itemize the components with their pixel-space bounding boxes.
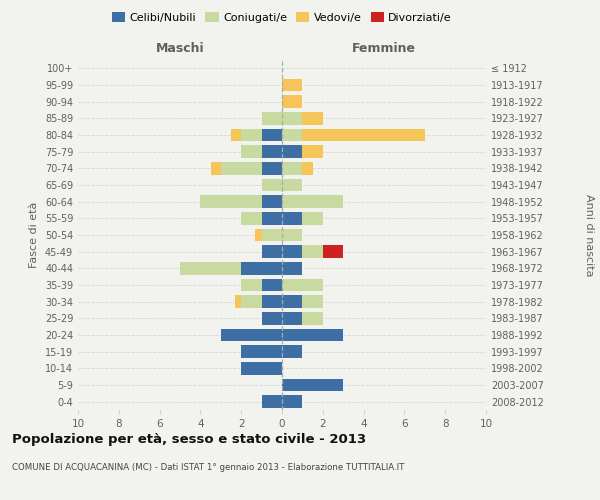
Text: Maschi: Maschi [155, 42, 205, 55]
Bar [302, 212, 323, 224]
Bar [221, 162, 262, 174]
Bar [262, 296, 282, 308]
Bar [241, 129, 262, 141]
Bar [302, 112, 323, 124]
Bar [262, 212, 282, 224]
Bar [302, 129, 425, 141]
Bar [241, 146, 262, 158]
Bar [282, 179, 302, 192]
Text: Femmine: Femmine [352, 42, 416, 55]
Bar [302, 146, 323, 158]
Bar [302, 296, 323, 308]
Bar [221, 329, 282, 341]
Bar [262, 196, 282, 208]
Bar [262, 229, 282, 241]
Bar [282, 129, 302, 141]
Bar [282, 229, 302, 241]
Bar [302, 162, 313, 174]
Bar [262, 179, 282, 192]
Bar [180, 262, 241, 274]
Bar [282, 146, 302, 158]
Bar [241, 362, 282, 374]
Bar [282, 296, 302, 308]
Bar [241, 279, 262, 291]
Bar [262, 246, 282, 258]
Bar [282, 246, 302, 258]
Bar [282, 96, 302, 108]
Text: COMUNE DI ACQUACANINA (MC) - Dati ISTAT 1° gennaio 2013 - Elaborazione TUTTITALI: COMUNE DI ACQUACANINA (MC) - Dati ISTAT … [12, 462, 404, 471]
Bar [211, 162, 221, 174]
Bar [323, 246, 343, 258]
Bar [282, 196, 343, 208]
Bar [256, 229, 262, 241]
Bar [282, 396, 302, 408]
Bar [241, 296, 262, 308]
Bar [282, 212, 302, 224]
Bar [262, 146, 282, 158]
Bar [282, 346, 302, 358]
Bar [241, 262, 282, 274]
Bar [262, 396, 282, 408]
Bar [262, 112, 282, 124]
Text: Anni di nascita: Anni di nascita [584, 194, 594, 276]
Bar [241, 346, 282, 358]
Bar [231, 129, 241, 141]
Bar [282, 279, 323, 291]
Bar [302, 246, 323, 258]
Bar [262, 162, 282, 174]
Bar [282, 162, 302, 174]
Y-axis label: Fasce di età: Fasce di età [29, 202, 39, 268]
Bar [282, 379, 343, 391]
Bar [282, 79, 302, 92]
Bar [282, 312, 302, 324]
Bar [262, 129, 282, 141]
Bar [262, 312, 282, 324]
Bar [200, 196, 262, 208]
Bar [262, 279, 282, 291]
Text: Popolazione per età, sesso e stato civile - 2013: Popolazione per età, sesso e stato civil… [12, 432, 366, 446]
Bar [235, 296, 241, 308]
Bar [282, 112, 302, 124]
Bar [282, 329, 343, 341]
Bar [282, 262, 302, 274]
Legend: Celibi/Nubili, Coniugati/e, Vedovi/e, Divorziati/e: Celibi/Nubili, Coniugati/e, Vedovi/e, Di… [107, 8, 457, 28]
Bar [241, 212, 262, 224]
Bar [302, 312, 323, 324]
